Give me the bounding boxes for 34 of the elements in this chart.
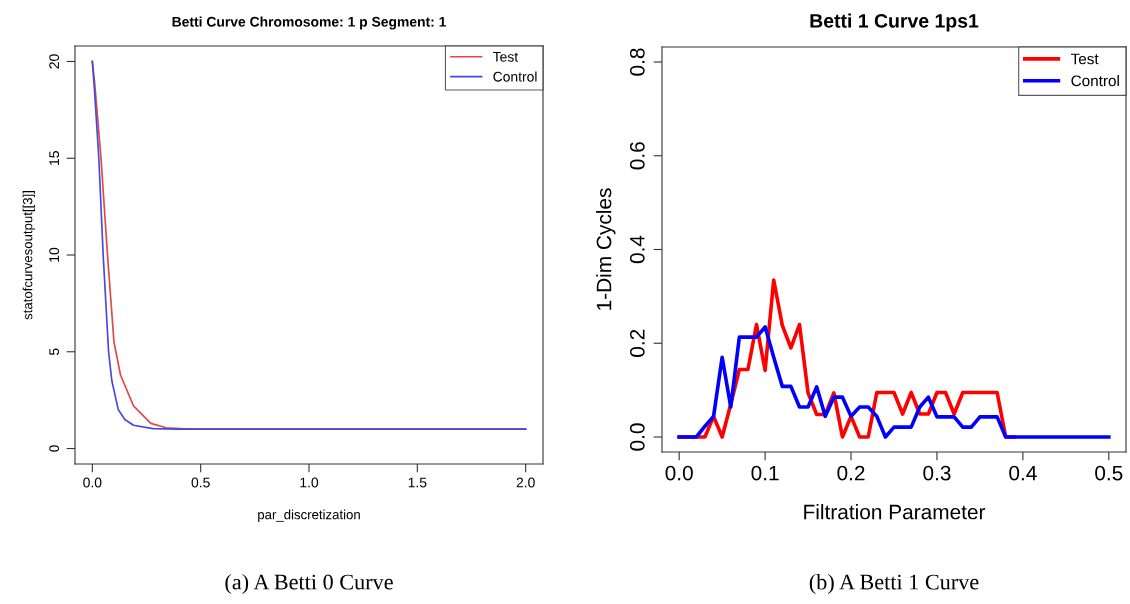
x-tick-label: 2.0 (516, 477, 535, 488)
x-tick-label: 0.5 (191, 477, 210, 488)
y-tick-label: 10 (49, 247, 60, 262)
legend-label: Test (1070, 53, 1099, 65)
x-tick-label: 0.1 (751, 465, 779, 481)
x-tick-label: 0.5 (1095, 465, 1123, 481)
y-axis-title: 1-Dim Cycles (596, 188, 616, 310)
x-axis-title: par_discretization (258, 509, 360, 522)
x-tick-label: 0.2 (837, 465, 865, 481)
y-tick-label: 0.8 (629, 48, 645, 76)
y-tick-label: 0.0 (629, 423, 645, 451)
x-tick-label: 0.0 (665, 465, 693, 481)
text: (b) A Betti 1 Curve (809, 573, 979, 595)
x-tick-label: 0.3 (923, 465, 951, 481)
y-axis-title: statofcurvesoutput[[3]] (22, 191, 35, 320)
x-tick-label: 0.4 (1009, 465, 1037, 481)
y-tick-label: 0.4 (629, 235, 645, 264)
y-tick-label: 0.6 (629, 142, 645, 170)
chart-title: Betti Curve Chromosome: 1 p Segment: 1 (172, 16, 446, 30)
y-tick-label: 0.2 (629, 329, 645, 357)
x-tick-label: 1.0 (300, 477, 319, 488)
legend-label: Control (1071, 74, 1119, 87)
text: (a) A Betti 0 Curve (225, 573, 393, 595)
x-tick-label: 1.5 (408, 477, 427, 488)
y-tick-label: 0 (49, 445, 60, 452)
y-tick-label: 5 (49, 348, 60, 356)
line-series (677, 325, 1111, 439)
x-axis-title: Filtration Parameter (804, 504, 986, 520)
chart-title: Betti 1 Curve 1ps1 (810, 13, 979, 32)
x-tick-label: 0.0 (83, 477, 102, 488)
y-tick-label: 20 (49, 54, 60, 69)
legend-label: Control (493, 71, 537, 82)
y-tick-label: 15 (49, 151, 60, 165)
legend-label: Test (492, 52, 519, 62)
